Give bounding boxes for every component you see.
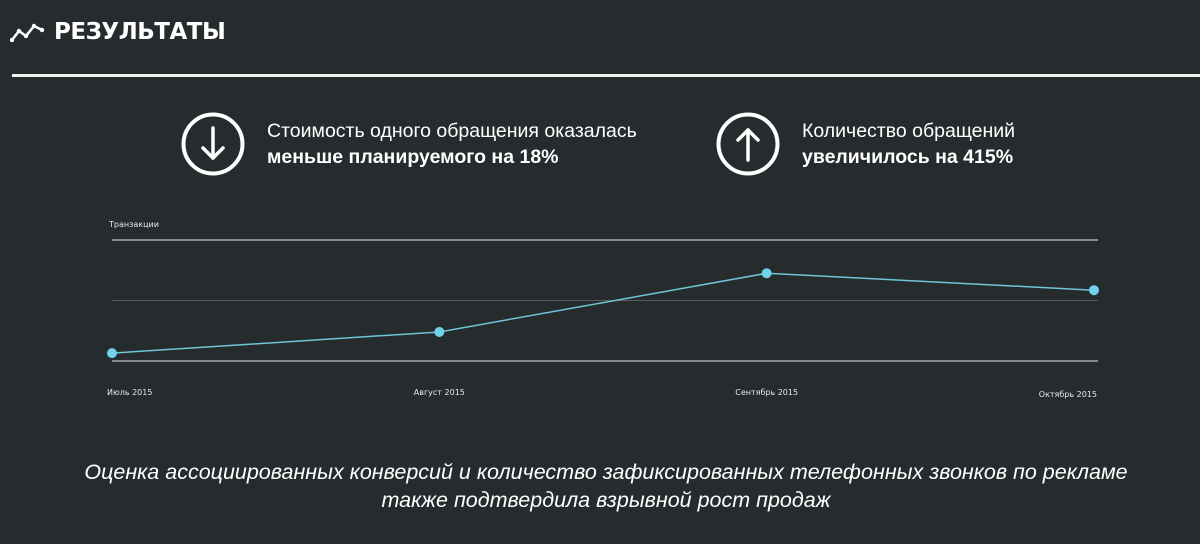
footer-caption: Оценка ассоциированных конверсий и колич…: [0, 458, 1200, 514]
stat-line: Количество обращений: [802, 120, 1016, 142]
stat-cost-per-request: Стоимость одного обращения оказалась мен…: [181, 112, 637, 176]
data-point[interactable]: [761, 268, 772, 279]
stat-highlight: увеличилось на 415%: [802, 146, 1014, 168]
trend-line-icon: [9, 20, 46, 44]
header-divider: [12, 74, 1200, 77]
x-tick-label: Август 2015: [414, 388, 465, 397]
arrow-down-circle-icon: [181, 112, 245, 176]
data-point[interactable]: [434, 326, 445, 337]
stat-highlight: меньше планируемого на 18%: [267, 146, 559, 168]
x-tick-label: Июль 2015: [107, 388, 152, 397]
y-axis-label: Транзакции: [108, 220, 159, 229]
x-tick-label: Сентябрь 2015: [735, 388, 798, 397]
section-header: РЕЗУЛЬТАТЫ: [9, 12, 226, 52]
footer-line: также подтвердила взрывной рост продаж: [381, 488, 831, 512]
page-title: РЕЗУЛЬТАТЫ: [54, 19, 226, 45]
stat-text: Количество обращений увеличилось на 415%: [802, 118, 1015, 170]
footer-line: Оценка ассоциированных конверсий и колич…: [84, 460, 1128, 484]
series-line: [111, 272, 1095, 354]
x-tick-label: Октябрь 2015: [1039, 390, 1097, 399]
stat-line: Стоимость одного обращения оказалась: [267, 120, 637, 142]
data-point[interactable]: [1089, 285, 1099, 296]
transactions-line-chart: Транзакции Июль 2015 Август 2015 Сентябрь …: [107, 220, 1099, 399]
arrow-up-circle-icon: [716, 112, 780, 176]
stat-text: Стоимость одного обращения оказалась мен…: [267, 118, 637, 170]
stat-requests-count: Количество обращений увеличилось на 415%: [716, 112, 1015, 176]
data-point[interactable]: [107, 348, 117, 359]
